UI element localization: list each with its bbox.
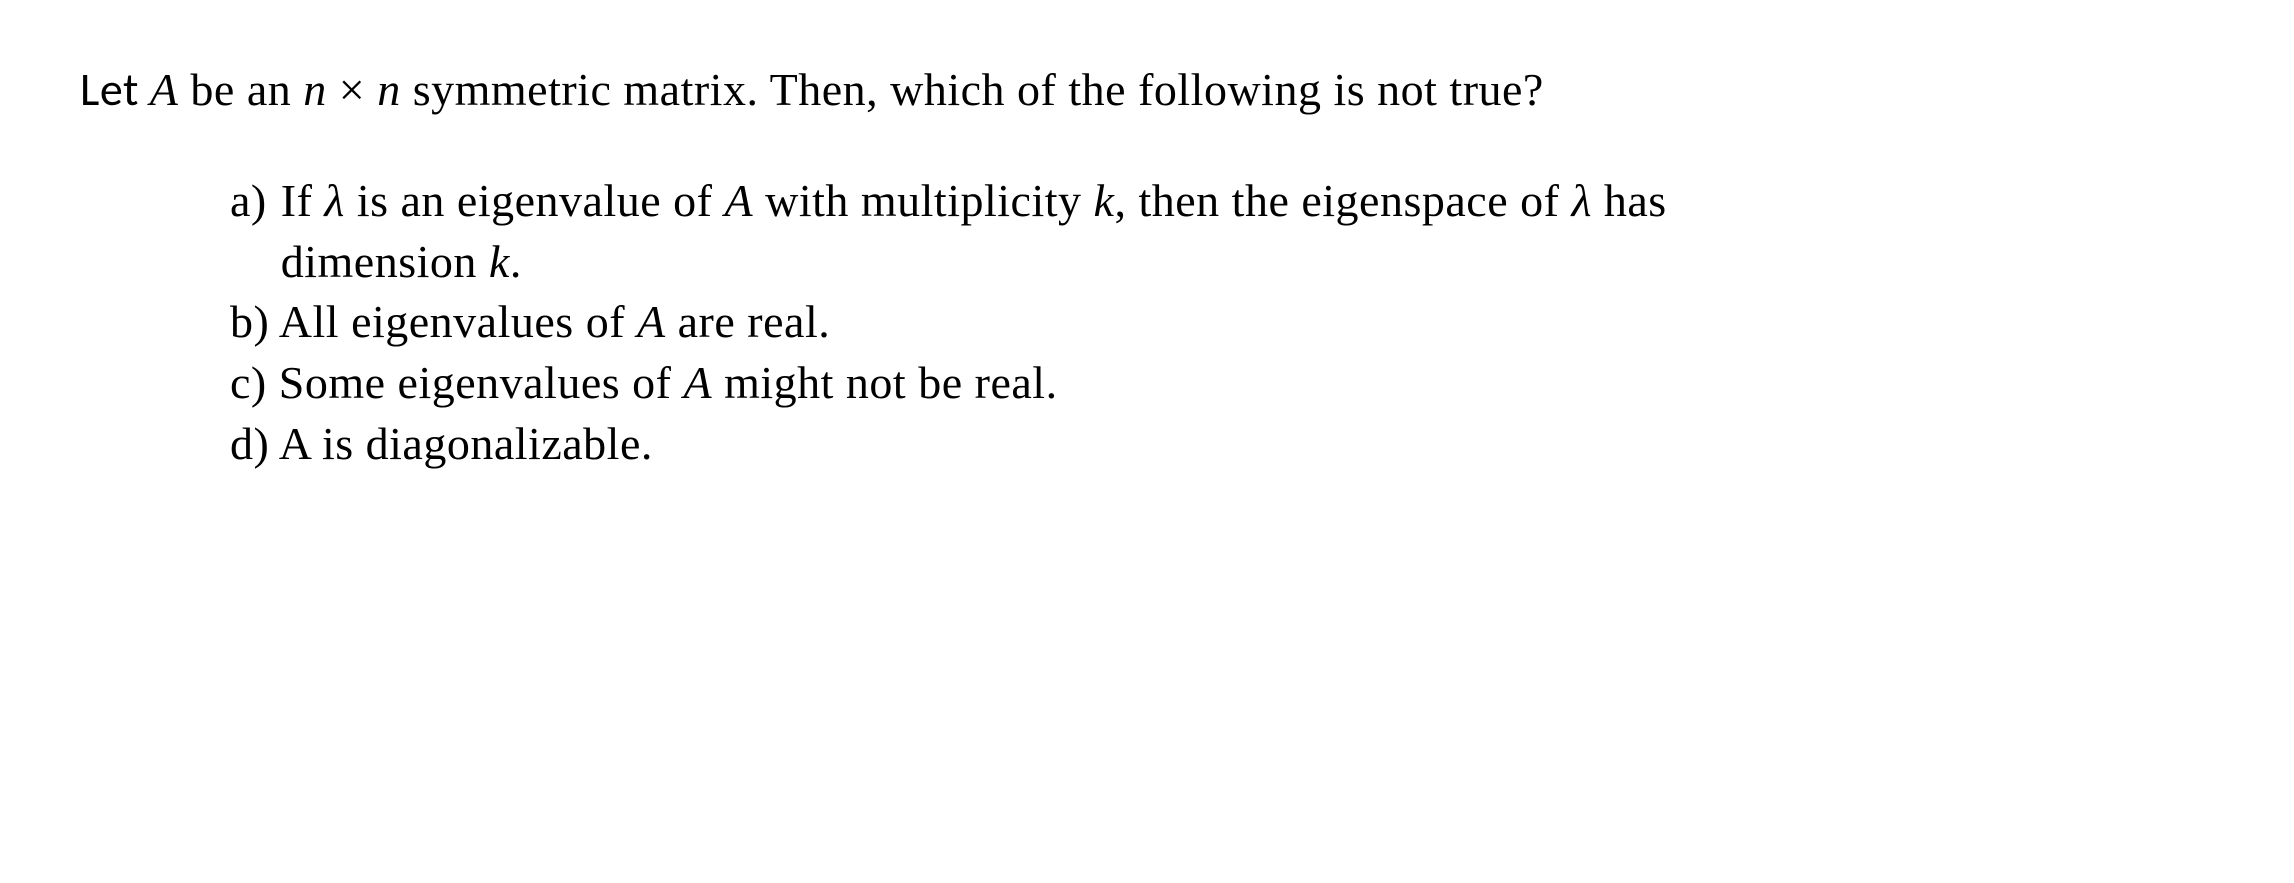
- a-line1-p5: has: [1592, 175, 1667, 226]
- option-a-label: a): [230, 171, 281, 232]
- a-lambda2: λ: [1571, 175, 1591, 226]
- a-k2: k: [489, 236, 510, 287]
- a-line2-p1: dimension: [281, 236, 489, 287]
- option-d: d) A is diagonalizable.: [230, 414, 2214, 475]
- stem-suffix: symmetric matrix. Then, which of the fol…: [401, 64, 1544, 115]
- option-b: b) All eigenvalues of A are real.: [230, 292, 2214, 353]
- option-c-label: c): [230, 357, 267, 408]
- option-a-text: If λ is an eigenvalue of A with multipli…: [281, 171, 2214, 292]
- a-A: A: [724, 175, 753, 226]
- a-lambda1: λ: [324, 175, 344, 226]
- a-line1-p4: , then the eigenspace of: [1114, 175, 1571, 226]
- stem-var-n1: n: [303, 64, 327, 115]
- stem-var-n2: n: [377, 64, 401, 115]
- a-line1-p3: with multiplicity: [753, 175, 1093, 226]
- b-p2: are real.: [666, 296, 831, 347]
- d-p1: A is diagonalizable.: [269, 418, 653, 469]
- stem-prefix: Let: [80, 62, 150, 118]
- stem-times: ×: [327, 64, 377, 115]
- option-a: a) If λ is an eigenvalue of A with multi…: [230, 171, 2214, 292]
- b-A: A: [637, 296, 666, 347]
- option-b-label: b): [230, 296, 269, 347]
- c-p1: Some eigenvalues of: [267, 357, 684, 408]
- stem-mid1: be an: [178, 64, 303, 115]
- option-d-label: d): [230, 418, 269, 469]
- stem-var-A: A: [150, 64, 179, 115]
- a-line2-p2: .: [510, 236, 522, 287]
- a-k1: k: [1094, 175, 1115, 226]
- options-list: a) If λ is an eigenvalue of A with multi…: [80, 171, 2214, 475]
- c-p2: might not be real.: [712, 357, 1057, 408]
- a-line1-p1: If: [281, 175, 325, 226]
- b-p1: All eigenvalues of: [269, 296, 637, 347]
- question-stem: Let A be an n × n symmetric matrix. Then…: [80, 60, 2214, 121]
- a-line1-p2: is an eigenvalue of: [345, 175, 725, 226]
- c-A: A: [683, 357, 712, 408]
- option-c: c) Some eigenvalues of A might not be re…: [230, 353, 2214, 414]
